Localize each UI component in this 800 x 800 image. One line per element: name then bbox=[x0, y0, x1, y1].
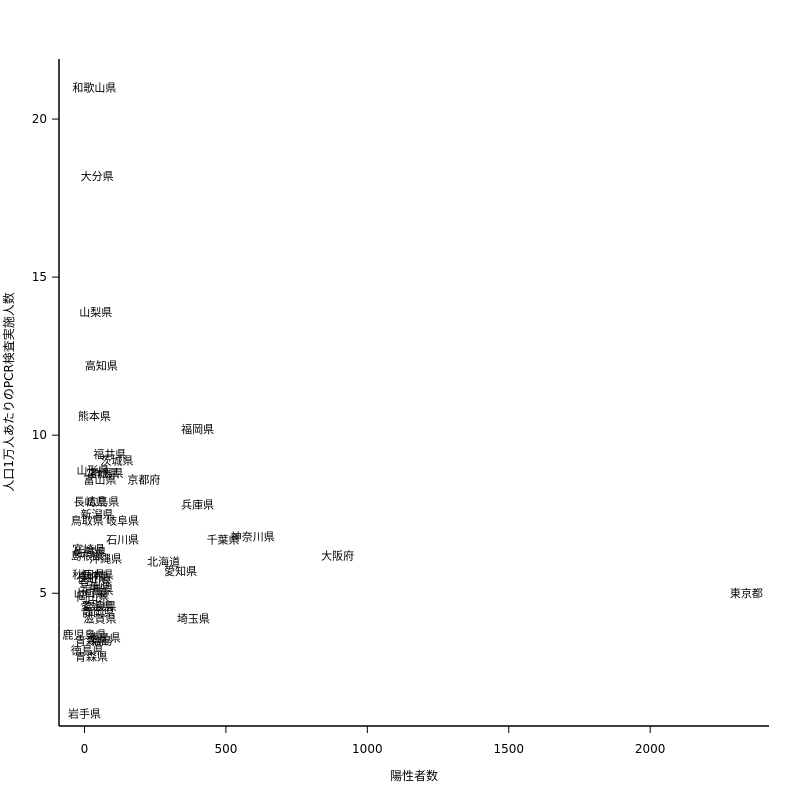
data-point-label: 千葉県 bbox=[207, 532, 240, 546]
data-point-label: 鳥取県 bbox=[71, 514, 104, 528]
y-tick-label: 5 bbox=[39, 586, 47, 600]
data-point-label: 茨城県 bbox=[100, 453, 133, 467]
x-axis-ticks: 0 500 1000 1500 2000 bbox=[81, 726, 666, 756]
data-point-label: 島根県 bbox=[71, 548, 104, 562]
data-point-label: 長崎県 bbox=[74, 495, 107, 509]
data-point-label: 東京都 bbox=[730, 586, 763, 600]
data-point-label: 岩手県 bbox=[68, 706, 101, 720]
data-point-label: 鹿児島県 bbox=[62, 627, 106, 641]
data-point-label: 静岡県 bbox=[82, 605, 115, 619]
data-point-label: 広島県 bbox=[86, 495, 119, 509]
data-point-label: 群馬県 bbox=[91, 466, 124, 480]
data-point-label: 大分県 bbox=[81, 169, 114, 183]
data-point-label: 大阪府 bbox=[321, 548, 354, 562]
data-point-label: 滋賀県 bbox=[84, 613, 117, 626]
data-point-label: 熊本県 bbox=[78, 409, 111, 423]
data-point-label: 三重県 bbox=[78, 580, 111, 594]
data-point-label: 福島県 bbox=[81, 583, 114, 597]
data-point-label: 埼玉県 bbox=[177, 612, 210, 626]
data-point-label: 愛知県 bbox=[164, 564, 197, 578]
y-tick-label: 10 bbox=[32, 428, 47, 442]
data-point-label: 福岡県 bbox=[181, 422, 214, 436]
y-tick-label: 20 bbox=[32, 112, 47, 126]
data-point-label: 青森県 bbox=[75, 634, 108, 648]
data-point-label: 沖縄県 bbox=[89, 551, 122, 565]
y-tick-label: 15 bbox=[32, 270, 47, 284]
data-point-label: 徳島県 bbox=[88, 630, 121, 644]
data-point-label: 愛媛県 bbox=[81, 599, 114, 613]
data-point-label: 宮崎県 bbox=[72, 542, 105, 556]
data-point-label: 和歌山県 bbox=[72, 80, 116, 94]
data-point-label: 岡山県 bbox=[76, 590, 109, 603]
data-point-label: 神奈川県 bbox=[231, 529, 275, 543]
data-point-label: 長野県 bbox=[76, 571, 109, 584]
data-point-label: 福島 bbox=[90, 634, 112, 648]
data-point-label: 山形県 bbox=[76, 464, 109, 477]
x-tick-label: 1500 bbox=[493, 742, 524, 756]
data-point-label: 北海道 bbox=[147, 555, 180, 569]
data-point-label: 高知県 bbox=[85, 359, 118, 373]
data-point-label: 石川県 bbox=[106, 533, 139, 546]
data-point-label: 秋田県 bbox=[72, 567, 105, 581]
data-point-label: 京都府 bbox=[127, 472, 160, 486]
x-tick-label: 2000 bbox=[635, 742, 666, 756]
x-tick-label: 500 bbox=[214, 742, 237, 756]
y-axis-ticks: 5 10 15 20 bbox=[32, 112, 59, 600]
data-point-label: 香川県 bbox=[79, 575, 112, 588]
data-point-label: 岐阜県 bbox=[106, 515, 139, 528]
data-point-label: 山口県 bbox=[74, 587, 107, 600]
data-point-label: 栃木県 bbox=[81, 567, 114, 581]
x-axis-label: 陽性者数 bbox=[390, 768, 438, 783]
x-tick-label: 1000 bbox=[352, 742, 383, 756]
data-point-label: 福井県 bbox=[93, 447, 126, 461]
data-point-label: 宮城県 bbox=[86, 466, 119, 480]
x-tick-label: 0 bbox=[81, 742, 89, 756]
data-point-label: 奈良県 bbox=[84, 599, 117, 613]
data-point-label: 兵庫県 bbox=[181, 498, 214, 512]
data-point-label: 青森県 bbox=[75, 649, 108, 663]
y-axis-label: 人口1万人あたりのPCR検査実施人数 bbox=[1, 292, 16, 492]
data-point-label: 徳島県 bbox=[71, 643, 104, 657]
data-point-label: 山梨県 bbox=[79, 305, 112, 319]
data-point-label: 富山県 bbox=[84, 472, 117, 486]
data-point-label: 新潟県 bbox=[81, 507, 114, 521]
data-point-label: 佐賀県 bbox=[74, 545, 107, 559]
